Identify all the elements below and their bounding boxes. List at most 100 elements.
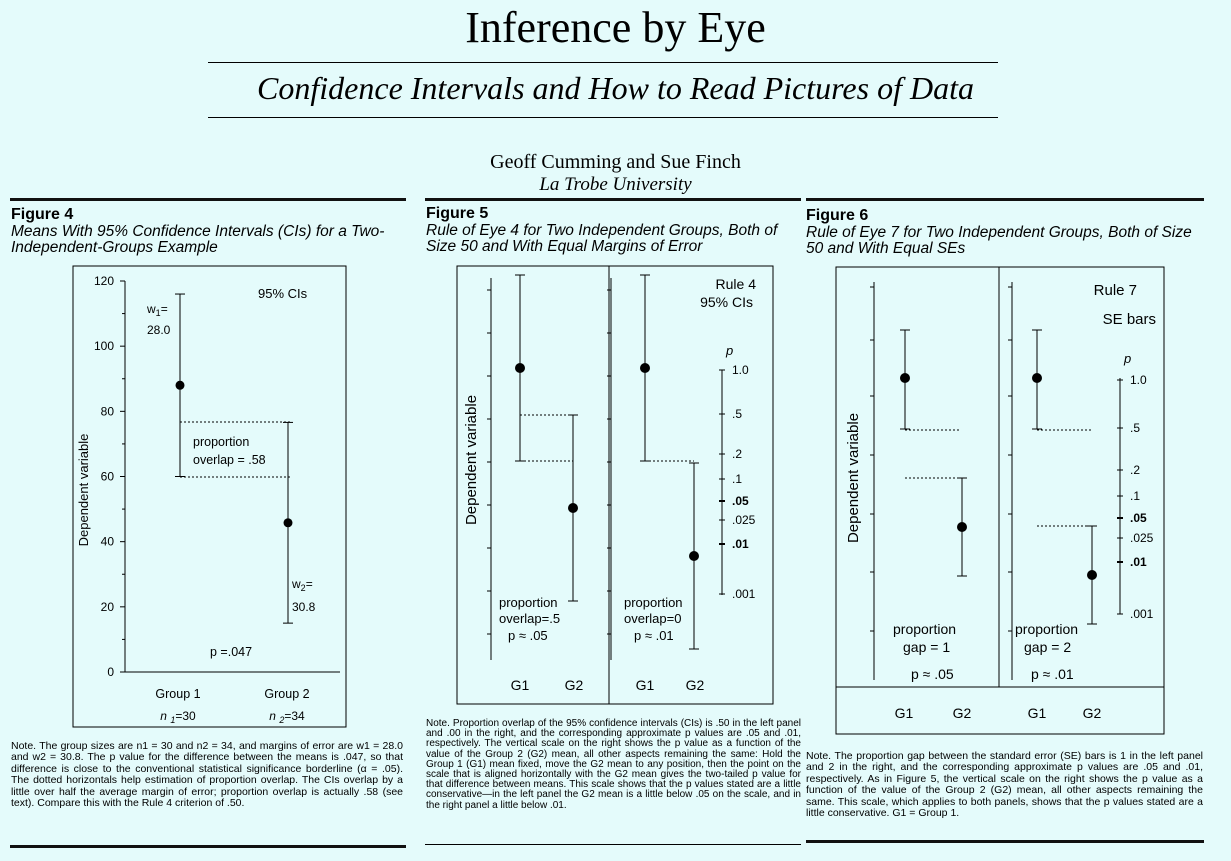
mean-point — [900, 373, 910, 383]
p-scale-label: .1 — [1130, 489, 1140, 503]
paper-title: Inference by Eye — [465, 3, 766, 52]
authors: Geoff Cumming and Sue Finch — [490, 151, 741, 173]
fig4-mean-point — [283, 518, 293, 528]
fig4-w2-name: w2= — [291, 577, 313, 593]
bottom-rule-1 — [10, 845, 406, 848]
fig4-overlap-line2: overlap = .58 — [193, 453, 266, 467]
fig5-y-label: Dependent variable — [463, 395, 480, 525]
fig6-p-scale: 1.0 .5 .2 .1 .05 .025 .01 .001 — [1117, 373, 1154, 621]
fig5-l-line3: p ≈ .05 — [508, 628, 548, 643]
fig6-r-line1: proportion — [1015, 621, 1078, 637]
fig4-y-label: Dependent variable — [76, 434, 91, 547]
mean-point — [640, 363, 650, 373]
p-scale-label: .025 — [1130, 531, 1154, 545]
column-rule-1 — [10, 198, 406, 201]
fig4-ci-label: 95% CIs — [258, 286, 308, 301]
p-scale-label: .025 — [732, 513, 756, 527]
fig6-frame — [835, 266, 1165, 735]
fig6-cat-l2: G2 — [953, 705, 972, 721]
p-scale-label: .01 — [732, 537, 749, 551]
title-rule-top — [208, 62, 998, 63]
fig5-r-line3: p ≈ .01 — [634, 628, 674, 643]
fig4-tick-label: 0 — [107, 665, 114, 679]
fig4-mean-point — [175, 380, 185, 390]
fig6-l-line1: proportion — [893, 621, 956, 637]
p-scale-label: .05 — [1130, 511, 1147, 525]
fig5-rule: Rule 4 — [716, 276, 757, 292]
fig5-l-line2: overlap=.5 — [499, 611, 560, 626]
p-scale-label: .1 — [732, 472, 742, 486]
figure4-caption: Means With 95% Confidence Intervals (CIs… — [11, 223, 385, 256]
fig4-tick-label: 40 — [101, 535, 115, 549]
fig6-cat-l1: G1 — [895, 705, 914, 721]
fig4-n1: n 1=30 — [160, 709, 196, 725]
fig5-interval: 95% CIs — [700, 294, 753, 310]
fig5-frame — [456, 265, 774, 705]
fig4-tick-label: 60 — [101, 470, 115, 484]
mean-point — [689, 551, 699, 561]
fig6-p-title: p — [1123, 351, 1131, 366]
figure5-note: Note. Proportion overlap of the 95% conf… — [426, 718, 801, 811]
figure6-label: Figure 6 — [806, 207, 869, 224]
fig5-axis-ticks — [487, 289, 611, 635]
column-rule-2 — [425, 198, 801, 201]
mean-point — [568, 503, 578, 513]
title-rule-bottom — [208, 117, 998, 118]
bottom-rule-3 — [806, 840, 1204, 843]
mean-point — [515, 363, 525, 373]
fig6-r-line2: gap = 2 — [1024, 639, 1071, 655]
fig5-cat-r2: G2 — [686, 677, 705, 693]
p-scale-label: .001 — [732, 587, 756, 601]
fig5-cat-l1: G1 — [511, 677, 530, 693]
p-scale-label: .5 — [732, 407, 742, 421]
mean-point — [1087, 570, 1097, 580]
fig4-w2-value: 30.8 — [292, 600, 316, 614]
affiliation: La Trobe University — [539, 174, 692, 195]
p-scale-label: .2 — [1130, 463, 1140, 477]
fig4-w1-name: w1= — [146, 302, 168, 318]
fig6-cat-r2: G2 — [1083, 705, 1102, 721]
figure5-caption: Rule of Eye 4 for Two Independent Groups… — [426, 222, 778, 255]
fig5-cat-r1: G1 — [636, 677, 655, 693]
fig5-ci-bars — [515, 274, 699, 650]
fig5-p-title: p — [725, 343, 733, 358]
fig5-cat-l2: G2 — [565, 677, 584, 693]
fig5-r-line1: proportion — [624, 595, 683, 610]
fig6-axis-ticks — [870, 286, 1012, 632]
p-scale-label: .001 — [1130, 607, 1154, 621]
figure6-caption: Rule of Eye 7 for Two Independent Groups… — [806, 224, 1192, 257]
fig6-se-bars — [900, 329, 1097, 625]
fig4-cat-1: Group 1 — [155, 687, 200, 701]
p-scale-label: .2 — [732, 447, 742, 461]
p-scale-label: 1.0 — [732, 363, 749, 377]
fig4-overlap-line1: proportion — [193, 435, 249, 449]
fig4-frame — [72, 265, 347, 728]
fig6-r-line3: p ≈ .01 — [1031, 666, 1074, 682]
fig6-l-line3: p ≈ .05 — [911, 666, 954, 682]
p-scale-label: .01 — [1130, 555, 1147, 569]
figure5-label: Figure 5 — [426, 205, 489, 222]
p-scale-label: .5 — [1130, 421, 1140, 435]
fig5-r-line2: overlap=0 — [624, 611, 681, 626]
fig5-p-scale: 1.0 .5 .2 .1 .05 .025 .01 .001 — [719, 363, 756, 601]
fig6-interval: SE bars — [1103, 311, 1156, 328]
column-rule-3 — [806, 198, 1204, 201]
fig4-n2: n 2=34 — [269, 709, 305, 725]
fig4-tick-label: 80 — [101, 404, 115, 418]
figure6-note: Note. The proportion gap between the sta… — [806, 750, 1203, 820]
p-scale-label: .05 — [732, 494, 749, 508]
fig5-l-line1: proportion — [499, 595, 558, 610]
figure4-note: Note. The group sizes are n1 = 30 and n2… — [11, 740, 403, 810]
fig4-y-ticks: 0 20 40 60 80 100 120 — [94, 274, 125, 679]
mean-point — [1032, 373, 1042, 383]
fig4-cat-2: Group 2 — [264, 687, 309, 701]
mean-point — [957, 522, 967, 532]
bottom-rule-2 — [425, 844, 801, 845]
fig4-w1-value: 28.0 — [147, 323, 171, 337]
fig4-tick-label: 120 — [94, 274, 114, 288]
fig6-cat-r1: G1 — [1028, 705, 1047, 721]
fig4-p-label: p =.047 — [210, 645, 252, 659]
p-scale-label: 1.0 — [1130, 373, 1147, 387]
fig6-y-label: Dependent variable — [845, 413, 862, 543]
